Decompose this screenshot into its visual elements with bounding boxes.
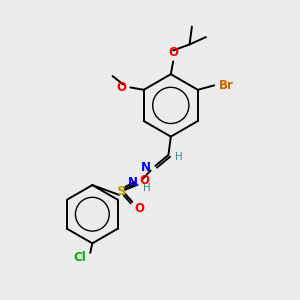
Text: O: O [139,173,149,187]
Text: Cl: Cl [74,251,86,264]
Text: N: N [141,161,151,174]
Text: H: H [175,152,183,162]
Text: O: O [134,202,144,215]
Text: S: S [117,185,127,198]
Text: H: H [143,183,151,193]
Text: N: N [128,176,138,190]
Text: O: O [117,81,127,94]
Text: O: O [168,46,178,59]
Text: Br: Br [219,79,233,92]
